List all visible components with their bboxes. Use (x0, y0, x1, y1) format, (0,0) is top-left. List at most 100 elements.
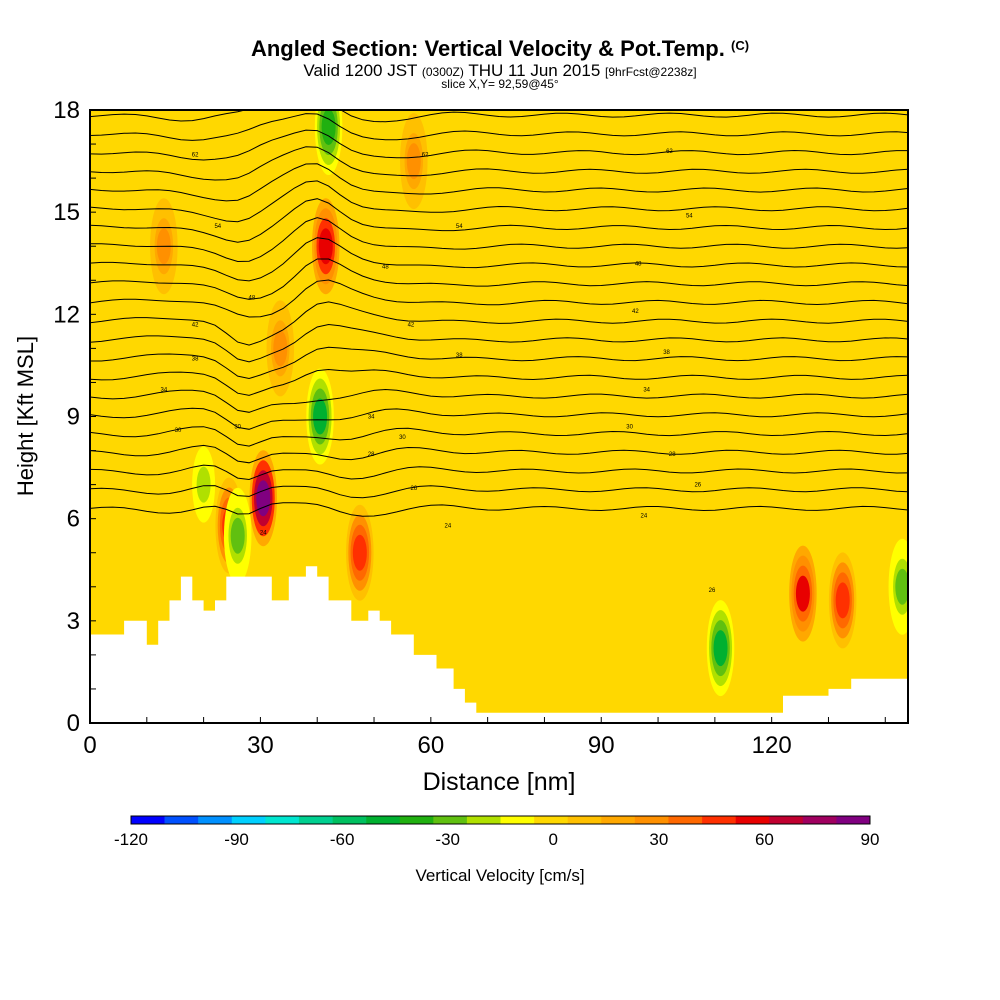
contour-label: 28 (669, 452, 676, 458)
theta-contour (90, 258, 908, 300)
theta-contour (90, 129, 908, 161)
theta-contour (90, 237, 908, 282)
theta-contour (90, 444, 908, 464)
contour-label: 38 (663, 350, 670, 356)
colorbar-tick-label: -60 (330, 830, 355, 849)
theta-contour (90, 110, 908, 123)
colorbar-tick-label: -120 (114, 830, 148, 849)
contour-label: 42 (632, 309, 639, 315)
colorbar-frame (130, 815, 871, 825)
colorbar-swatch (534, 816, 568, 824)
contour-label: 62 (192, 152, 199, 158)
colorbar-swatch (399, 816, 434, 824)
colorbar-swatch (433, 816, 468, 824)
updraft-cell (318, 228, 333, 265)
x-tick-label: 30 (247, 732, 274, 759)
contour-label: 34 (643, 387, 650, 393)
theta-contour (90, 163, 908, 202)
contour-label: 54 (214, 224, 221, 230)
colorbar-swatch (634, 816, 669, 824)
theta-contour (90, 301, 908, 346)
plot-area: 62 62 62 54 54 54 48 48 48 42 42 42 38 38 38 34 34 34 30 30… (90, 110, 908, 723)
theta-contour (90, 180, 908, 223)
colorbar-swatch (769, 816, 804, 824)
colorbar-swatch (164, 816, 199, 824)
colorbar-tick-label: 90 (861, 830, 880, 849)
downdraft-cell (196, 466, 211, 503)
colorbar-swatch (298, 816, 333, 824)
colorbar: -120 -90 -60 -30 0 30 60 90 (114, 815, 880, 849)
chart-title: Angled Section: Vertical Velocity & Pot.… (250, 36, 750, 61)
terrain (90, 566, 908, 723)
downdraft-cell (230, 517, 245, 554)
colorbar-swatch (198, 816, 233, 824)
x-tick-label: 60 (417, 732, 444, 759)
downdraft-cell (895, 568, 908, 605)
colorbar-swatch (702, 816, 736, 824)
contour-label: 34 (368, 415, 375, 421)
y-tick-label: 9 (67, 404, 80, 431)
theta-contour (90, 426, 908, 447)
theta-contour (90, 323, 908, 363)
colorbar-swatch (567, 816, 602, 824)
contour-label: 42 (408, 323, 415, 329)
contour-label: 34 (161, 387, 168, 393)
colorbar-swatch (332, 816, 367, 824)
theta-contour (90, 198, 908, 243)
colorbar-swatch (466, 816, 501, 824)
contour-label: 30 (234, 425, 241, 431)
updraft-cell (835, 582, 850, 619)
contour-label: 30 (175, 428, 182, 434)
contour-label: 62 (422, 152, 429, 158)
theta-contour (90, 217, 908, 263)
updraft-cell (795, 575, 810, 612)
x-tick-label: 0 (83, 732, 96, 759)
colorbar-swatch (735, 816, 770, 824)
contour-label: 48 (635, 261, 642, 267)
colorbar-label: Vertical Velocity [cm/s] (415, 866, 584, 885)
updraft-cell (406, 143, 421, 180)
contour-label: 24 (641, 513, 648, 519)
colorbar-swatch (668, 816, 703, 824)
updraft-cell (352, 534, 367, 571)
colorbar-swatch (836, 816, 871, 824)
contour-label: 38 (456, 353, 463, 359)
contour-label: 48 (249, 295, 256, 301)
y-tick-label: 3 (67, 608, 80, 635)
colorbar-swatch (601, 816, 636, 824)
x-axis-label: Distance [nm] (423, 768, 576, 796)
y-tick-label: 15 (53, 199, 80, 226)
contour-label: 28 (368, 452, 375, 458)
chart-subtitle: Valid 1200 JST (0300Z) THU 11 Jun 2015 [… (303, 61, 697, 80)
contour-label: 24 (260, 530, 267, 536)
x-tick-label: 120 (752, 732, 792, 759)
colorbar-tick-label: -30 (435, 830, 460, 849)
theta-contour (90, 502, 908, 517)
colorbar-swatch (366, 816, 401, 824)
theta-contour (90, 146, 908, 181)
y-tick-label: 6 (67, 506, 80, 533)
theta-contour (90, 368, 908, 396)
downdraft-cell (713, 630, 728, 667)
contour-label: 38 (192, 357, 199, 363)
theta-contour (90, 113, 908, 141)
colorbar-tick-label: 0 (549, 830, 558, 849)
theta-contour (90, 279, 908, 318)
contour-label: 26 (410, 486, 417, 492)
contour-label: 54 (686, 214, 693, 220)
colorbar-swatch (231, 816, 266, 824)
contour-label: 42 (192, 323, 199, 329)
contour-label: 30 (626, 425, 633, 431)
y-tick-label: 0 (67, 710, 80, 737)
colorbar-tick-label: 60 (755, 830, 774, 849)
theta-contour (90, 407, 908, 430)
theta-contour (90, 388, 908, 413)
colorbar-tick-label: 30 (649, 830, 668, 849)
downdraft-cell (321, 110, 336, 146)
contour-label: 62 (666, 149, 673, 155)
theta-contour (90, 464, 908, 481)
updraft-cell (256, 480, 271, 517)
colorbar-swatch (500, 816, 535, 824)
contour-label: 26 (709, 588, 716, 594)
